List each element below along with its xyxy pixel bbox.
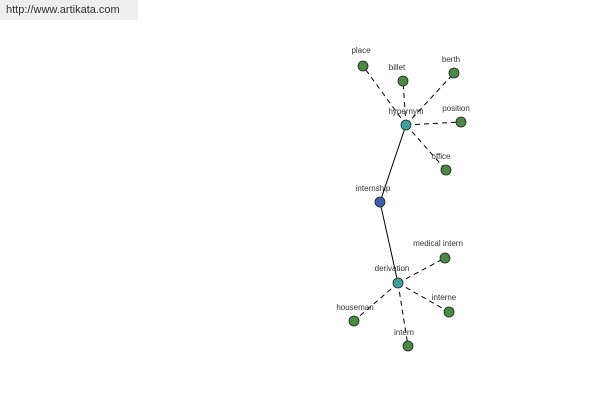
node-label: interne: [432, 293, 457, 302]
node-label: intern: [394, 328, 414, 337]
edge: [353, 282, 399, 322]
node-label: place: [351, 46, 371, 55]
node: [348, 315, 360, 327]
node: [400, 119, 412, 131]
site-url[interactable]: http://www.artikata.com: [6, 4, 120, 16]
edge: [362, 65, 407, 126]
node-label: position: [442, 104, 470, 113]
node-label: medical intern: [413, 239, 463, 248]
edge: [405, 124, 447, 171]
header: http://www.artikata.com: [0, 0, 138, 20]
node: [455, 116, 467, 128]
edge: [379, 201, 399, 284]
edge: [402, 80, 407, 126]
node-label: billet: [389, 63, 406, 72]
edge: [405, 121, 462, 126]
node-label: berth: [442, 55, 460, 64]
node: [443, 306, 455, 318]
node: [397, 75, 409, 87]
node: [448, 67, 460, 79]
node-label: derivation: [375, 264, 410, 273]
node-label: houseman: [336, 303, 373, 312]
node: [374, 196, 386, 208]
edge: [379, 124, 407, 203]
node-label: internship: [356, 184, 391, 193]
node-label: hypernym: [388, 107, 423, 116]
edge: [405, 72, 455, 126]
node: [439, 252, 451, 264]
node-label: office: [432, 152, 452, 161]
edge: [397, 282, 409, 347]
node: [357, 60, 369, 72]
edge: [397, 282, 450, 313]
node: [440, 164, 452, 176]
node: [402, 340, 414, 352]
node: [392, 277, 404, 289]
